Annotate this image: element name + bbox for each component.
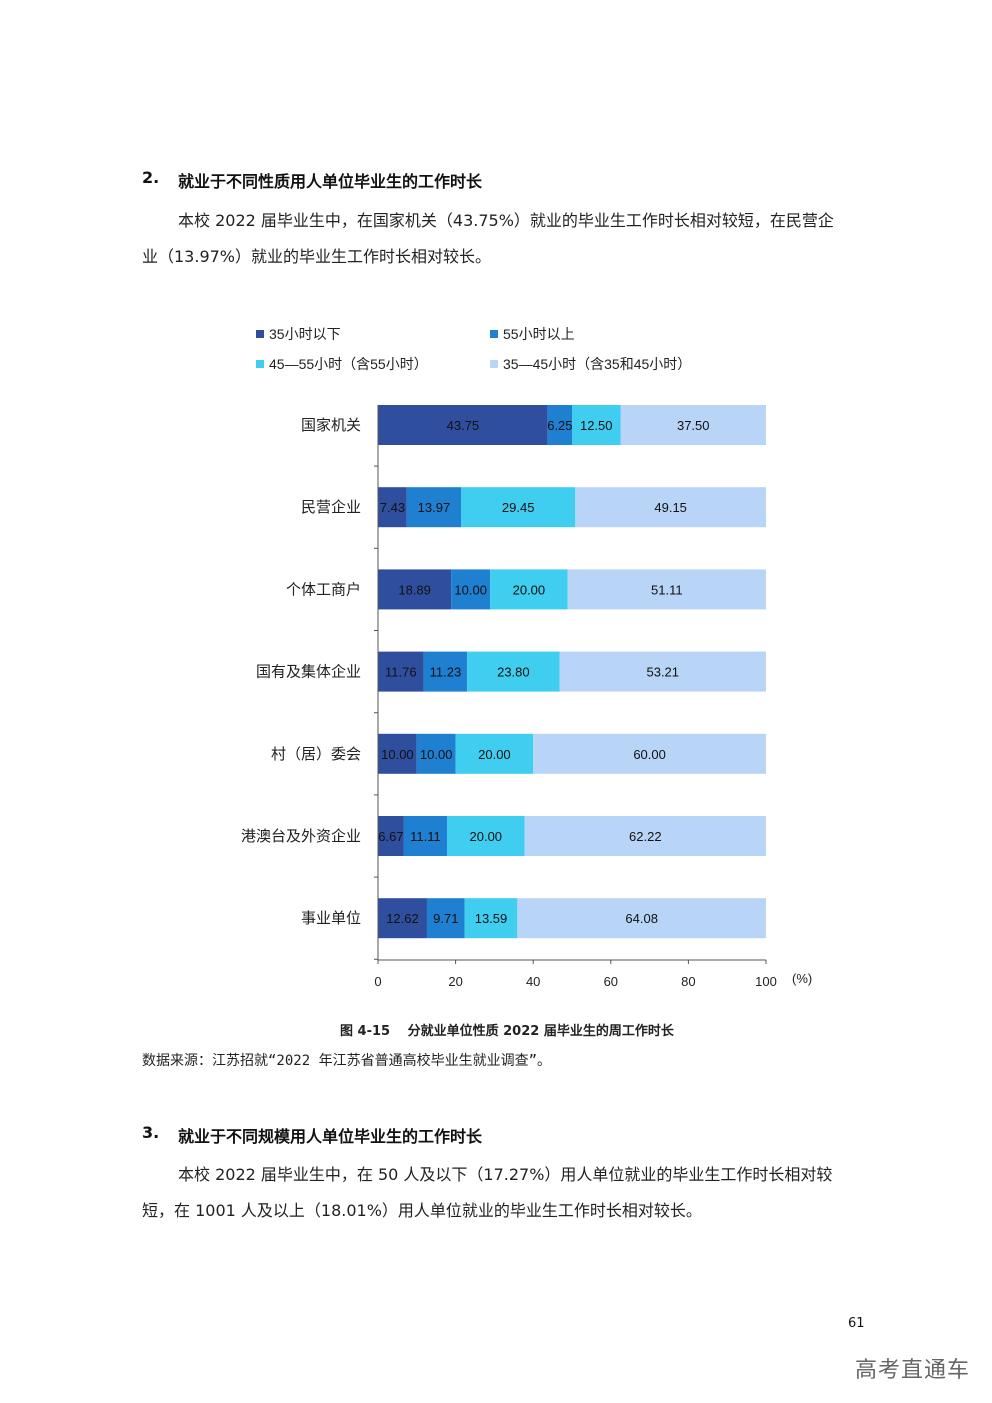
bar-segment: [378, 898, 427, 939]
watermark: 高考直通车: [855, 1358, 971, 1383]
x-tick-label: 100: [755, 974, 777, 989]
data-label: 12.50: [580, 418, 613, 433]
category-label: 国有及集体企业: [256, 663, 361, 681]
bar-segment: [426, 898, 465, 939]
data-label: 62.22: [629, 829, 662, 844]
x-tick-label: 60: [604, 974, 618, 989]
data-label: 64.08: [625, 911, 658, 926]
data-label: 6.25: [547, 418, 572, 433]
x-tick-label: 20: [448, 974, 462, 989]
data-label: 10.00: [381, 747, 414, 762]
bar-segment: [467, 651, 560, 692]
figure-caption: 图 4-15 分就业单位性质 2022 届毕业生的周工作时长: [340, 1024, 674, 1039]
category-label: 国家机关: [301, 417, 361, 434]
data-label: 20.00: [513, 582, 546, 597]
bar-segment: [406, 487, 462, 528]
bar-segment: [559, 651, 766, 692]
legend-label: 55小时以上: [503, 326, 575, 342]
bar-segment: [378, 487, 407, 528]
data-label: 29.45: [502, 500, 535, 515]
paragraph-line: 本校 2022 届毕业生中，在 50 人及以下（17.27%）用人单位就业的毕业…: [178, 1165, 833, 1184]
data-source-note: 数据来源：江苏招就“2022 年江苏省普通高校毕业生就业调查”。: [142, 1053, 551, 1069]
bar-segment: [517, 898, 766, 939]
legend-label: 35小时以下: [269, 326, 341, 342]
bar-segment: [547, 405, 572, 445]
section-number: 3.: [142, 1123, 160, 1142]
section-title: 就业于不同性质用人单位毕业生的工作时长: [178, 172, 483, 191]
bar-segment: [403, 816, 447, 856]
bar-segment: [423, 651, 468, 692]
category-label: 村（居）委会: [271, 746, 361, 763]
bar-area: 43.75 6.25 12.50 37.50 7.43 13.97 29.45 49.15 18…: [378, 405, 766, 939]
x-tick-label: 40: [526, 974, 540, 989]
chart-legend: 35小时以下 55小时以上 45—55小时（含55小时） 35—45小时（含35和45…: [256, 326, 691, 372]
data-label: 6.67: [378, 829, 403, 844]
bar-segment: [567, 569, 766, 610]
bar-segment: [416, 733, 456, 774]
category-label: 港澳台及外资企业: [241, 827, 361, 845]
data-label: 43.75: [447, 418, 480, 433]
data-label: 13.59: [475, 911, 508, 926]
data-label: 53.21: [646, 665, 679, 680]
data-label: 11.23: [430, 665, 462, 680]
data-label: 37.50: [677, 418, 710, 433]
data-label: 20.00: [470, 829, 503, 844]
legend-label: 45—55小时（含55小时）: [269, 356, 428, 372]
data-label: 9.71: [433, 911, 458, 926]
data-label: 13.97: [418, 500, 451, 515]
data-label: 51.11: [651, 582, 683, 597]
x-axis-unit: (%): [792, 971, 812, 986]
category-label: 个体工商户: [286, 581, 361, 598]
bar-segment: [451, 569, 491, 610]
bar-segment: [455, 733, 534, 774]
bar-segment: [575, 487, 766, 528]
legend-swatch: [256, 360, 264, 368]
data-label: 23.80: [497, 665, 530, 680]
bar-segment: [378, 569, 452, 610]
data-label: 7.43: [380, 500, 405, 515]
paragraph-line: 业（13.97%）就业的毕业生工作时长相对较长。: [142, 247, 492, 266]
bar-segment: [533, 733, 766, 774]
data-label: 10.00: [454, 582, 487, 597]
data-label: 11.11: [410, 829, 441, 844]
legend-swatch: [490, 330, 498, 338]
section-number: 2.: [142, 168, 160, 187]
data-label: 12.62: [386, 911, 419, 926]
bar-segment: [378, 816, 404, 856]
data-label: 18.89: [398, 582, 431, 597]
data-label: 60.00: [633, 747, 666, 762]
bar-segment: [446, 816, 525, 856]
data-label: 10.00: [420, 747, 453, 762]
section-title: 就业于不同规模用人单位毕业生的工作时长: [178, 1127, 483, 1146]
section-3-heading: 3. 就业于不同规模用人单位毕业生的工作时长: [142, 1123, 642, 1146]
paragraph-line: 本校 2022 届毕业生中，在国家机关（43.75%）就业的毕业生工作时长相对较…: [178, 211, 834, 230]
paragraph-line: 短，在 1001 人及以上（18.01%）用人单位就业的毕业生工作时长相对较长。: [142, 1201, 702, 1220]
data-label: 49.15: [654, 500, 687, 515]
data-label: 11.76: [385, 665, 417, 680]
legend-swatch: [490, 360, 498, 368]
bar-segment: [378, 733, 417, 774]
page-number: 61: [848, 1316, 865, 1331]
bar-segment: [524, 816, 766, 856]
section-2-heading: 2. 就业于不同性质用人单位毕业生的工作时长: [142, 168, 642, 191]
x-tick-label: 80: [681, 974, 695, 989]
legend-swatch: [256, 330, 264, 338]
bar-segment: [490, 569, 568, 610]
bar-segment: [461, 487, 576, 528]
bar-segment: [464, 898, 518, 939]
chart-axes: 0 20 40 60 80 100 (%): [374, 405, 812, 989]
category-label: 事业单位: [301, 910, 361, 927]
bar-segment: [378, 651, 424, 692]
x-tick-label: 0: [374, 974, 381, 989]
bar-segment: [572, 405, 621, 445]
category-label: 民营企业: [301, 498, 361, 516]
legend-label: 35—45小时（含35和45小时）: [503, 356, 691, 372]
bar-segment: [378, 405, 548, 445]
data-label: 20.00: [478, 747, 511, 762]
bar-segment: [620, 405, 766, 445]
stacked-bar-chart: 35小时以下 55小时以上 45—55小时（含55小时） 35—45小时（含35和45…: [241, 326, 812, 989]
